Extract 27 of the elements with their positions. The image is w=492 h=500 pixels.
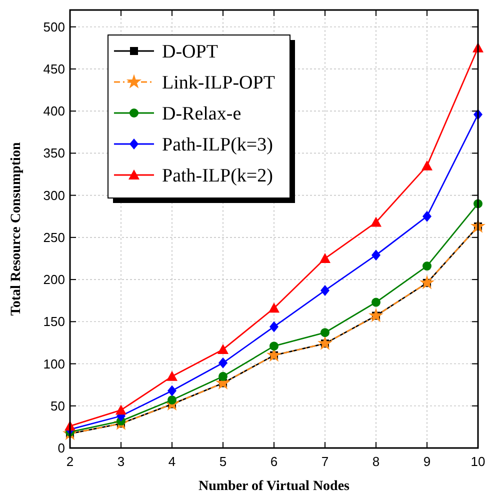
y-tick-label: 250 bbox=[43, 230, 65, 245]
x-axis-title: Number of Virtual Nodes bbox=[198, 479, 350, 494]
x-tick-label: 9 bbox=[423, 454, 431, 469]
x-tick-label: 7 bbox=[321, 454, 329, 469]
y-tick-label: 100 bbox=[43, 356, 65, 372]
y-axis-title: Total Resource Consumption bbox=[9, 142, 24, 316]
y-tick-label: 300 bbox=[43, 188, 65, 203]
x-tick-label: 5 bbox=[219, 454, 227, 469]
x-tick-label: 2 bbox=[66, 454, 74, 469]
y-tick-label: 450 bbox=[43, 62, 65, 77]
y-tick-label: 400 bbox=[43, 104, 65, 119]
legend-label: Path-ILP(k=2) bbox=[162, 166, 273, 187]
legend-label: Link-ILP-OPT bbox=[162, 72, 276, 94]
y-tick-label: 350 bbox=[43, 146, 65, 161]
x-tick-label: 10 bbox=[470, 454, 486, 469]
legend-label: Path-ILP(k=3) bbox=[162, 134, 273, 156]
legend-label: D-Relax-e bbox=[162, 104, 242, 125]
y-tick-label: 150 bbox=[43, 314, 65, 330]
y-tick-label: 500 bbox=[43, 19, 65, 34]
x-tick-label: 4 bbox=[168, 454, 176, 469]
x-tick-label: 3 bbox=[117, 454, 125, 469]
x-tick-label: 6 bbox=[270, 454, 278, 469]
legend-label: D-OPT bbox=[162, 42, 218, 63]
y-tick-label: 200 bbox=[43, 272, 65, 288]
y-tick-label: 0 bbox=[58, 440, 65, 456]
x-tick-label: 8 bbox=[372, 454, 380, 469]
y-tick-label: 50 bbox=[50, 398, 65, 414]
